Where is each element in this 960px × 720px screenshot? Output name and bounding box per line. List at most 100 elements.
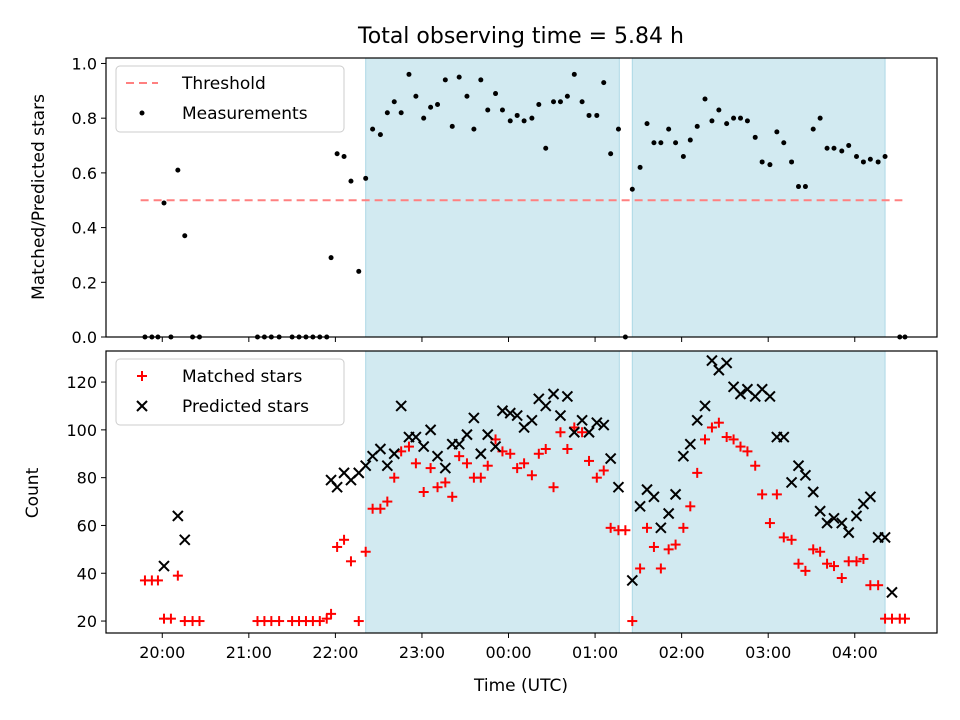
matched-star-point — [584, 455, 595, 466]
matched-star-point — [425, 463, 436, 474]
y-tick-label: 0.2 — [72, 273, 97, 292]
predicted-star-point — [807, 486, 819, 498]
predicted-star-point — [475, 448, 487, 460]
y-tick-label: 0.8 — [72, 109, 97, 128]
predicted-star-point — [778, 431, 790, 443]
measurement-point — [334, 151, 340, 157]
predicted-star-point — [814, 505, 826, 517]
measurement-point — [543, 145, 549, 151]
measurement-point — [860, 159, 866, 165]
predicted-star-point — [720, 357, 733, 369]
measurement-point — [601, 80, 607, 86]
predicted-star-point — [879, 531, 891, 544]
predicted-star-point — [691, 414, 703, 427]
predicted-star-point — [461, 428, 473, 441]
chart-title: Total observing time = 5.84 h — [357, 24, 684, 49]
measurement-point — [175, 167, 181, 173]
measurement-point — [824, 145, 830, 151]
y-tick-label: 80 — [77, 469, 97, 488]
predicted-star-point — [576, 414, 588, 427]
predicted-star-point — [158, 560, 170, 572]
measurement-point — [615, 126, 621, 132]
measurement-point — [363, 175, 369, 181]
measurement-point — [810, 126, 816, 132]
measurement-point — [406, 71, 412, 77]
x-axis-label: Time (UTC) — [473, 676, 568, 696]
observing-interval — [631, 57, 886, 338]
predicted-star-point — [179, 534, 191, 546]
measurement-point — [680, 153, 686, 159]
measurement-point — [774, 129, 780, 135]
predicted-star-point — [626, 574, 639, 587]
predicted-star-point — [482, 428, 494, 441]
x-tick-label: 03:00 — [745, 643, 791, 662]
matched-star-point — [555, 427, 566, 438]
predicted-star-point — [591, 416, 603, 429]
measurement-point — [571, 71, 577, 77]
legend-measurement-swatch — [139, 110, 145, 116]
legend-box — [115, 65, 345, 133]
y-tick-label: 1.0 — [72, 54, 97, 73]
measurement-point — [428, 104, 434, 110]
matched-star-point — [678, 522, 689, 533]
measurement-point — [687, 137, 693, 143]
matched-star-point — [461, 458, 472, 469]
matched-star-point — [635, 563, 646, 574]
predicted-star-point — [612, 481, 625, 493]
matched-star-point — [750, 460, 761, 471]
predicted-star-point — [504, 407, 516, 419]
matched-star-point — [735, 441, 746, 452]
predicted-star-point — [583, 426, 595, 438]
matched-star-point — [663, 544, 674, 555]
predicted-star-point — [331, 481, 343, 493]
x-tick-label: 22:00 — [312, 643, 358, 662]
matched-star-point — [706, 422, 717, 433]
predicted-star-point — [172, 510, 184, 522]
legend-label: Measurements — [182, 104, 308, 124]
measurement-point — [752, 134, 758, 140]
legend-label: Matched stars — [182, 367, 302, 387]
matched-star-point — [655, 563, 666, 574]
matched-star-point — [757, 489, 768, 500]
matched-star-point — [858, 553, 869, 564]
predicted-star-point — [864, 491, 877, 503]
matched-star-point — [418, 487, 429, 497]
predicted-star-point — [561, 390, 574, 403]
measurement-point — [694, 123, 700, 129]
measurement-point — [514, 112, 520, 118]
measurement-point — [744, 118, 750, 124]
x-tick-label: 02:00 — [659, 643, 705, 662]
measurement-point — [341, 153, 347, 159]
measurement-point — [536, 102, 542, 107]
predicted-star-point — [568, 426, 581, 438]
measurement-point — [875, 159, 881, 165]
ratio-panel: 0.0 0.2 0.4 0.6 0.8 1.0 Threshold Measurements — [72, 54, 938, 347]
measurement-point — [413, 93, 419, 99]
predicted-star-point — [836, 517, 848, 529]
measurement-point — [658, 140, 664, 146]
predicted-star-point — [554, 409, 567, 422]
predicted-star-point — [792, 460, 805, 472]
matched-star-point — [482, 460, 493, 471]
measurement-point — [586, 112, 592, 118]
matched-star-point — [648, 541, 659, 552]
matched-star-point — [403, 441, 414, 452]
matched-star-point — [728, 434, 739, 445]
matched-star-point — [332, 541, 343, 552]
measurement-point — [493, 91, 499, 97]
measurement-point — [579, 99, 585, 105]
measurement-point — [637, 164, 643, 170]
matched-star-point — [815, 546, 826, 557]
matched-star-point — [172, 570, 183, 581]
matched-star-point — [808, 544, 819, 555]
predicted-star-point — [677, 450, 690, 462]
measurement-point — [716, 107, 722, 113]
legend: Threshold Measurements — [115, 65, 345, 133]
top-ylabel: Matched/Predicted stars — [29, 94, 49, 300]
predicted-star-point — [453, 438, 465, 450]
matched-star-point — [194, 616, 205, 627]
matched-star-point — [526, 470, 537, 481]
predicted-star-point — [489, 440, 502, 453]
matched-star-point — [165, 613, 176, 624]
